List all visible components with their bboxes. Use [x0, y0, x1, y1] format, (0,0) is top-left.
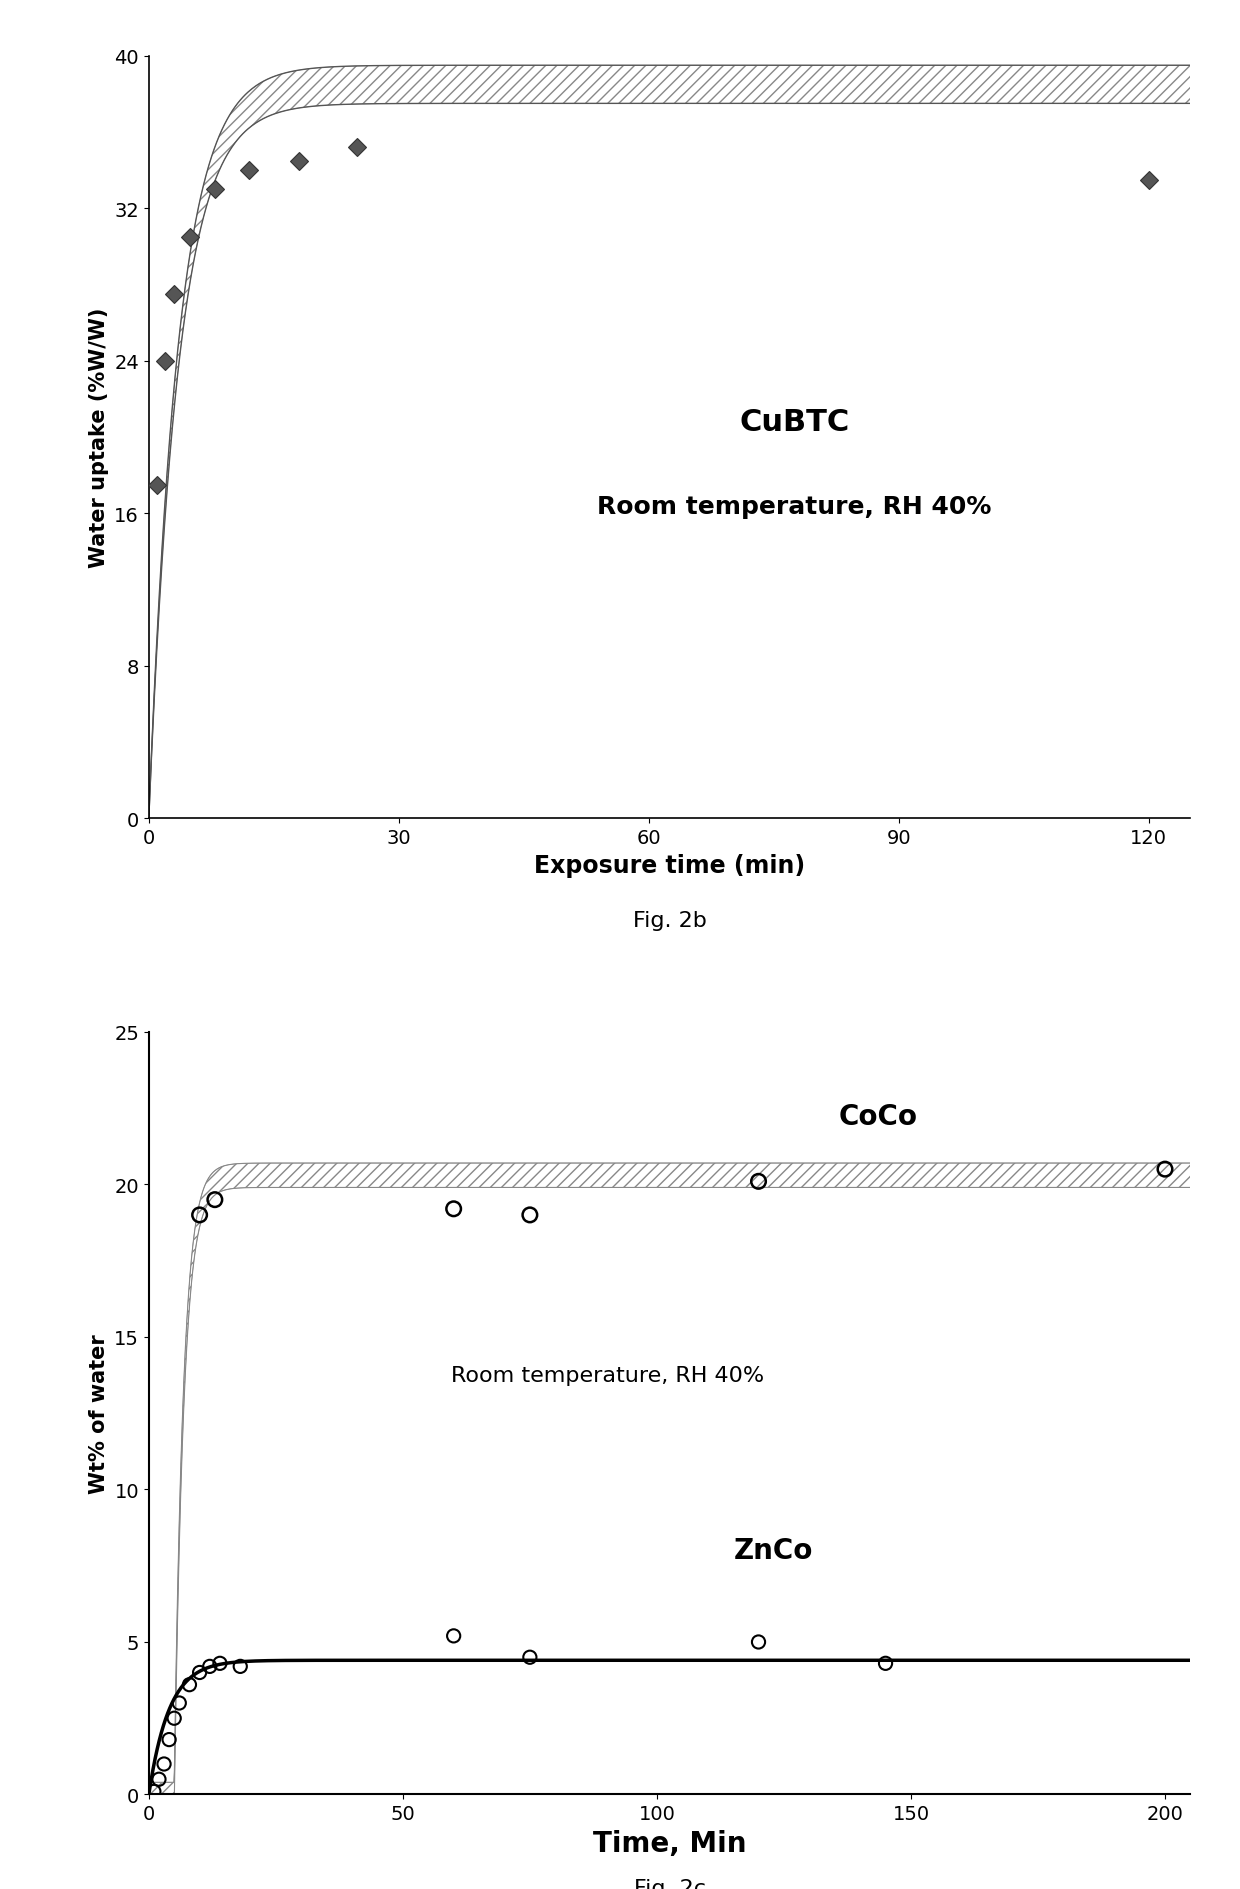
Point	[520, 1200, 539, 1230]
Point	[520, 1642, 539, 1672]
Text: Fig. 2b: Fig. 2b	[632, 910, 707, 931]
Y-axis label: Water uptake (%W/W): Water uptake (%W/W)	[89, 308, 109, 569]
Point	[170, 1689, 190, 1719]
Point	[190, 1657, 210, 1687]
Text: Fig. 2c: Fig. 2c	[634, 1878, 706, 1889]
Point	[159, 1725, 179, 1755]
X-axis label: Exposure time (min): Exposure time (min)	[534, 854, 805, 876]
Text: ZnCo: ZnCo	[734, 1536, 813, 1564]
Point	[180, 1670, 200, 1700]
Y-axis label: Wt% of water: Wt% of water	[88, 1334, 109, 1494]
Point	[1156, 1154, 1176, 1184]
X-axis label: Time, Min: Time, Min	[593, 1829, 746, 1857]
Point	[190, 1200, 210, 1230]
Text: Room temperature, RH 40%: Room temperature, RH 40%	[450, 1366, 764, 1385]
Text: CoCo: CoCo	[838, 1101, 918, 1130]
Point	[144, 1776, 164, 1806]
Point	[149, 1764, 169, 1795]
Text: CuBTC: CuBTC	[739, 408, 849, 436]
Point	[444, 1194, 464, 1224]
Point	[210, 1649, 229, 1679]
Point	[154, 1749, 174, 1779]
Point	[444, 1621, 464, 1651]
Point	[749, 1167, 769, 1198]
Point	[231, 1651, 250, 1681]
Point	[749, 1626, 769, 1657]
Point	[200, 1651, 219, 1681]
Point	[164, 1704, 184, 1734]
Point	[875, 1649, 895, 1679]
Point	[205, 1184, 224, 1215]
Text: Room temperature, RH 40%: Room temperature, RH 40%	[598, 495, 992, 518]
